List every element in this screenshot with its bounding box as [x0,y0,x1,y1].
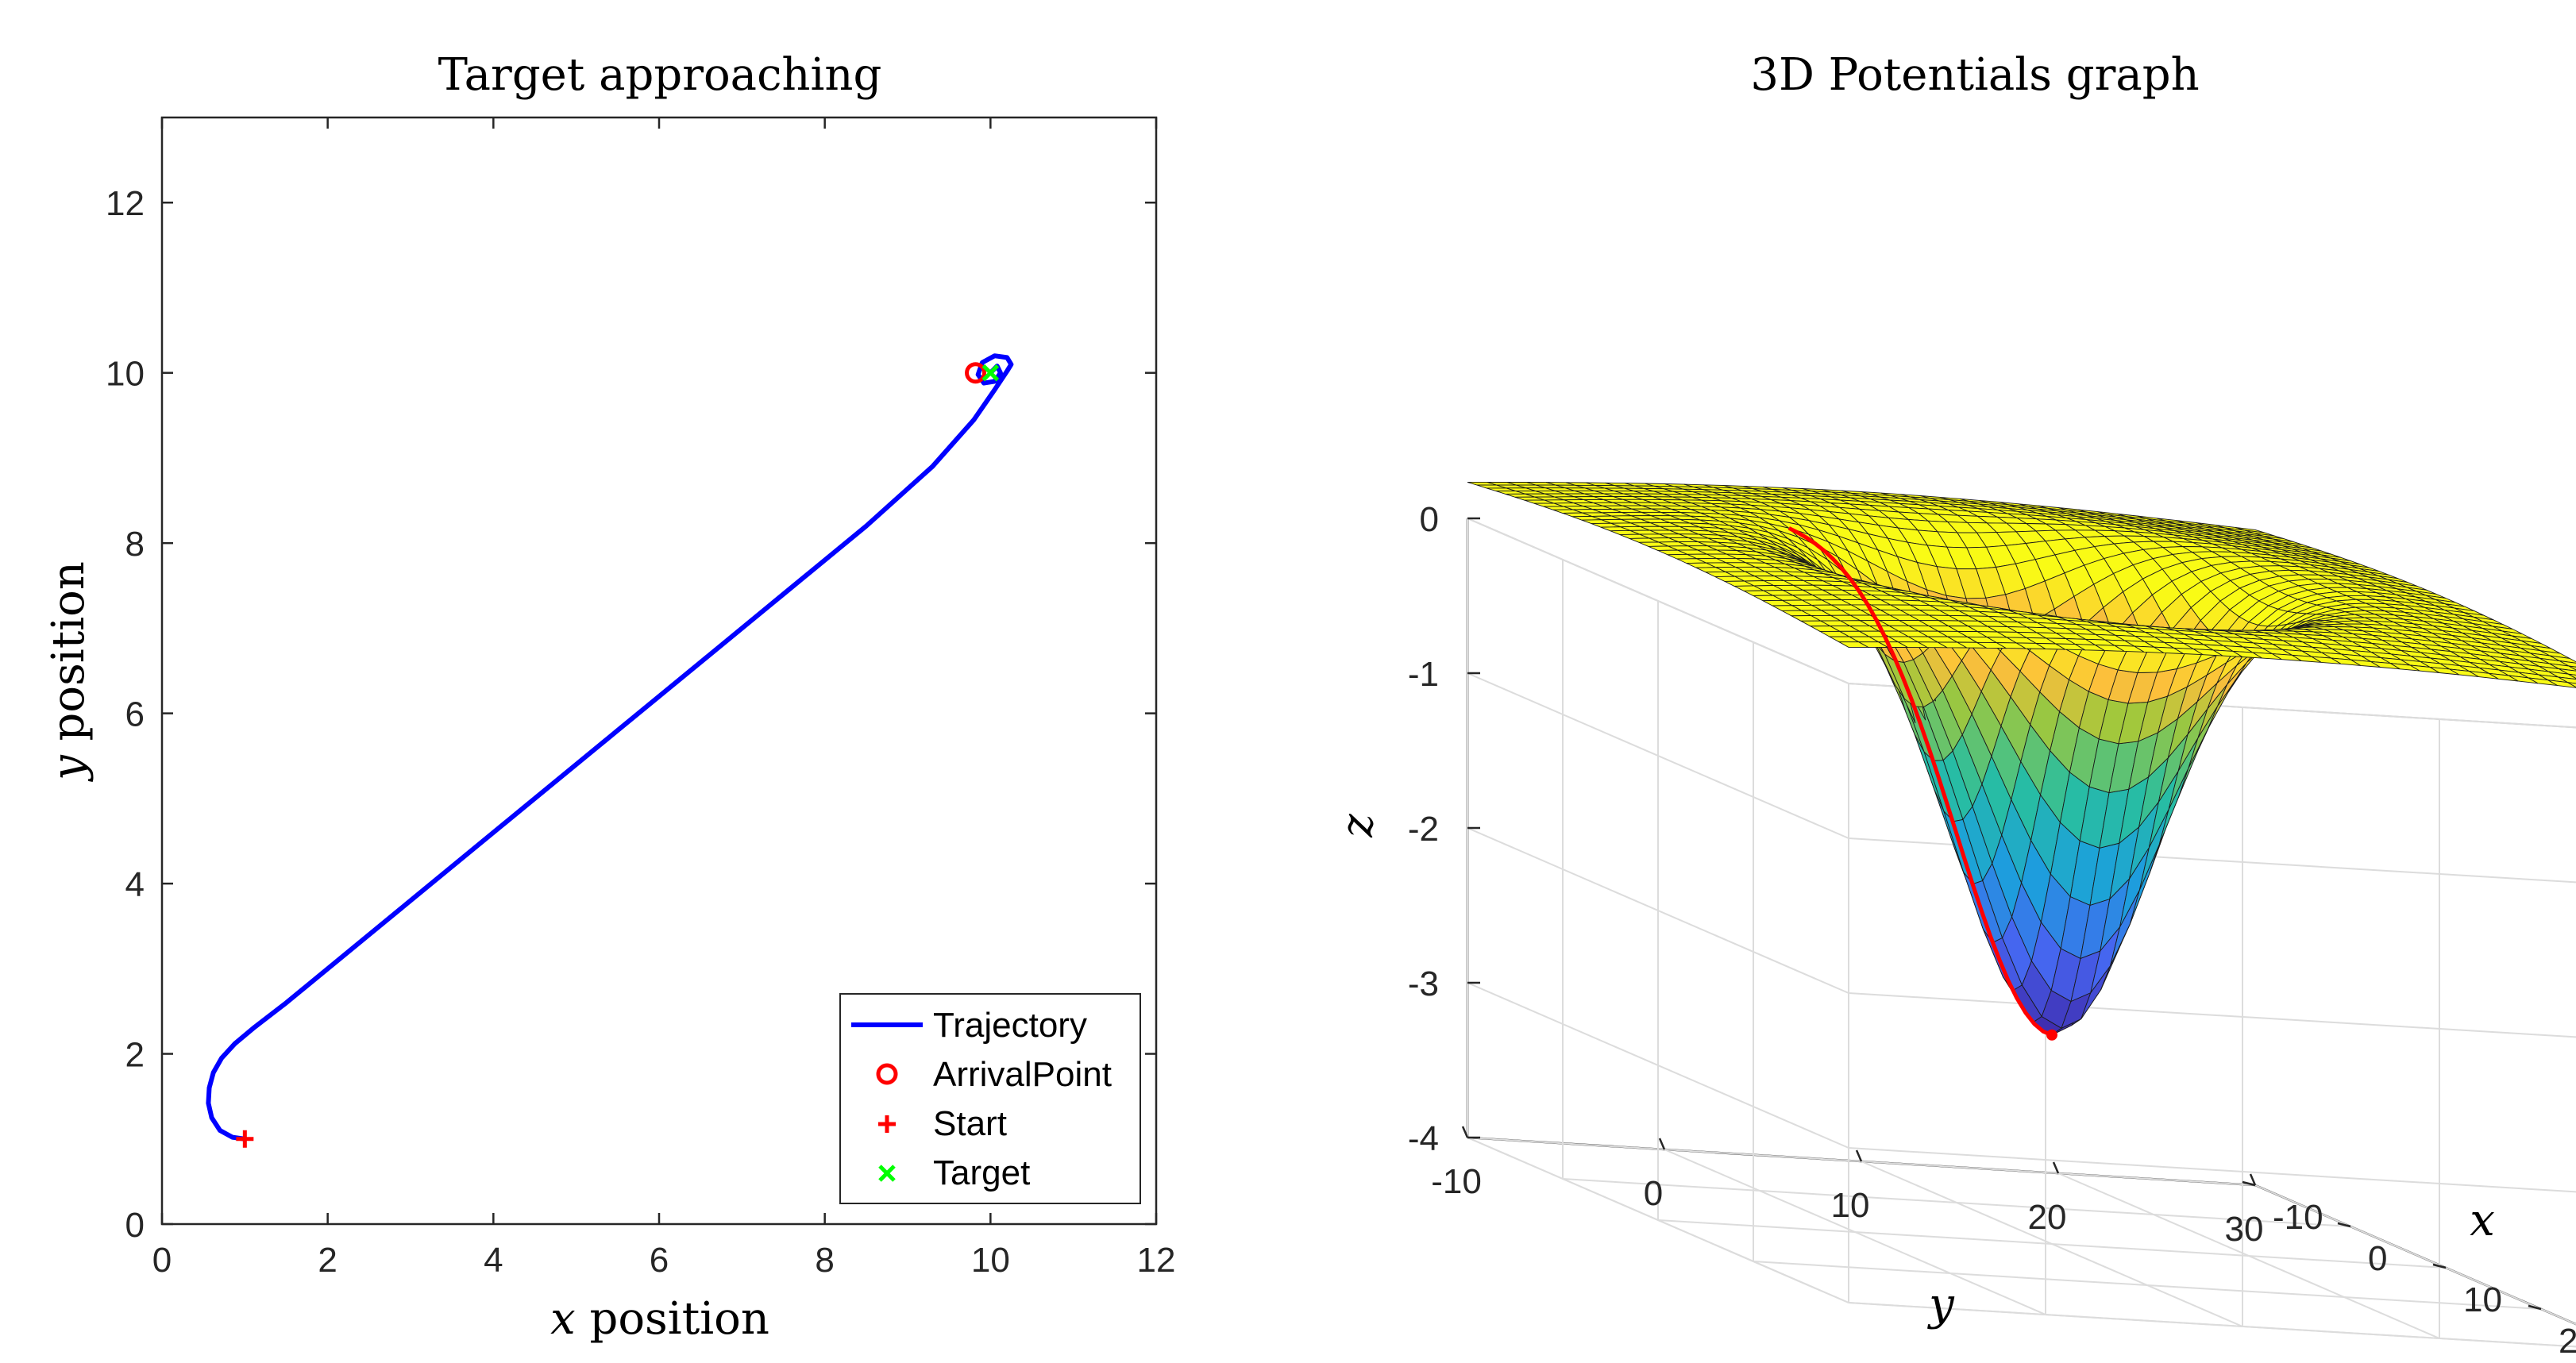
surface-patch [2549,655,2576,664]
x-tick-label-3d: 0 [2368,1239,2387,1278]
x-axis-label-var: x [550,1293,576,1345]
x-tick-label: 6 [650,1241,669,1280]
z-tick-label-3d: 0 [1420,500,1439,539]
surface-patch [2558,676,2576,684]
y-tick-label: 8 [125,525,145,564]
x-tick-mark-3d [2528,1304,2542,1311]
gridline-3d [1467,672,1849,839]
legend-label-start: Start [933,1104,1007,1143]
y-tick-label-3d: -10 [1431,1162,1482,1201]
surface-patch [2547,680,2576,688]
legend-label-trajectory: Trajectory [933,1006,1087,1045]
x-tick-label: 2 [318,1241,337,1280]
trajectory-chart: Target approaching 0 2 4 6 8 10 12 0 2 4 6 8 10 12 x … [43,49,1175,1345]
y-tick-label: 4 [125,865,145,904]
y-axis-label-text: position [43,561,94,755]
x-axis-label: x position [550,1293,769,1345]
trajectory-3d [1787,526,2057,1041]
gridline-3d [1562,1178,2351,1227]
y-tick-label-3d: 0 [1644,1174,1663,1213]
y-tick-mark-3d [1658,1138,1666,1150]
marker-target [981,364,1000,382]
y-tick-label-3d: 20 [2028,1198,2067,1237]
y-tick-label: 6 [125,695,145,734]
x-tick-mark-3d [2337,1222,2351,1228]
x-tick-label-3d: -10 [2273,1198,2323,1237]
legend-label-target: Target [933,1153,1030,1192]
gridline-3d [1657,1219,2447,1269]
legend-marker-arrival [876,1063,898,1085]
legend-marker-target [878,1165,896,1182]
surface-patch [2549,663,2576,672]
chart-title-3d: 3D Potentials graph [1750,49,2199,101]
gridline-3d [1467,982,1849,1149]
z-tick-label-3d: -4 [1408,1119,1439,1158]
gridlines-3d [1467,518,2576,1348]
x-tick-mark-3d [2242,1180,2256,1187]
y-axis-label-3d: y [1926,1279,1955,1330]
z-tick-label-3d: -1 [1408,655,1439,694]
markers [236,362,1000,1148]
x-tick-label-3d: 10 [2463,1280,2502,1319]
y-tick-label-3d: 30 [2225,1210,2264,1249]
surface-patch [2559,668,2576,676]
x-tick-label-3d: 20 [2559,1322,2576,1361]
marker-start [236,1130,254,1148]
z-tick-label-3d: -2 [1408,810,1439,849]
surface-patch [2567,682,2576,688]
surface-plateau [1467,481,2576,772]
x-axis-label-3d: x [2470,1195,2495,1246]
x-tick-label: 4 [484,1241,503,1280]
legend: Trajectory ArrivalPoint Start Target [839,993,1141,1204]
x-axis-label-text: position [576,1293,769,1345]
x-tick-label: 12 [1137,1241,1176,1280]
gridline-3d [1848,1302,2576,1348]
y-axis-label-var: y [43,754,94,783]
axis-ticks: 0 2 4 6 8 10 12 0 2 4 6 8 10 12 [106,117,1175,1280]
marker-arrivalpoint [965,362,987,384]
x-tick-label: 10 [971,1241,1010,1280]
z-tick-label-3d: -3 [1408,964,1439,1003]
y-tick-label: 0 [125,1206,145,1245]
y-tick-mark-3d [1855,1149,1863,1162]
y-tick-mark-3d [2052,1161,2060,1174]
minimum-point-3d [2046,1029,2057,1041]
gridline-3d [1467,1137,1849,1303]
surface-patch [2548,671,2576,680]
legend-label-arrival: ArrivalPoint [933,1055,1112,1094]
x-tick-label: 0 [152,1241,172,1280]
y-axis-label: y position [43,561,94,783]
gridline-3d [1848,1147,2576,1193]
z-axis-label-3d: z [1332,814,1383,838]
potentials-3d-chart: 3D Potentials graph -100102030-100102030… [1332,49,2576,1361]
x-tick-mark-3d [2432,1263,2447,1269]
y-tick-label: 10 [106,355,145,394]
surface-patch [2559,660,2576,668]
legend-marker-start [878,1115,896,1133]
chart-title: Target approaching [438,49,882,101]
y-tick-label: 12 [106,184,145,223]
series-lines [206,353,1014,1142]
y-tick-mark-3d [2249,1173,2257,1186]
gridline-3d [1848,992,2576,1038]
surface-patch [2568,673,2576,680]
x-tick-label: 8 [815,1241,834,1280]
gridline-3d [1467,827,1849,994]
y-tick-mark-3d [1461,1126,1469,1138]
y-tick-label: 2 [125,1036,145,1075]
series-line-trajectory [206,353,1014,1142]
trajectory-line-3d [1787,526,2053,1038]
surface-patch [2568,665,2576,671]
gridline-3d [1753,1261,2542,1310]
y-tick-label-3d: 10 [1831,1186,1870,1225]
gridline-3d [1467,518,1849,684]
